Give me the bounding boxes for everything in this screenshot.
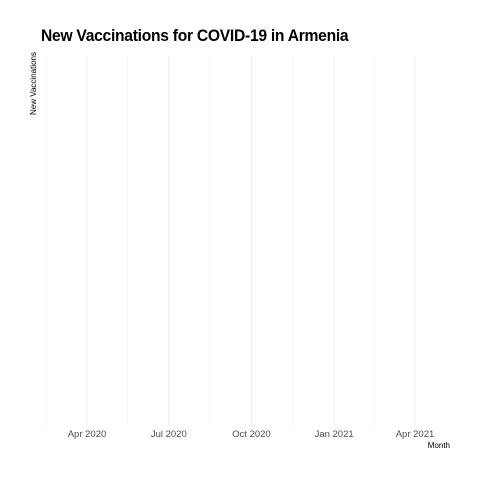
x-tick-label: Apr 2020 <box>68 429 107 440</box>
grid-lines <box>45 56 416 426</box>
y-axis-title: New Vaccinations <box>29 52 38 115</box>
x-tick-label: Oct 2020 <box>232 429 271 440</box>
x-tick-label: Jan 2021 <box>315 429 354 440</box>
x-tick-label: Jul 2020 <box>151 429 187 440</box>
x-tick-labels: Apr 2020 Jul 2020 Oct 2020 Jan 2021 Apr 2021 <box>68 429 435 440</box>
x-axis-title: Month <box>428 441 450 450</box>
chart-title: New Vaccinations for COVID-19 in Armenia <box>41 26 349 45</box>
x-tick-label: Apr 2021 <box>396 429 435 440</box>
